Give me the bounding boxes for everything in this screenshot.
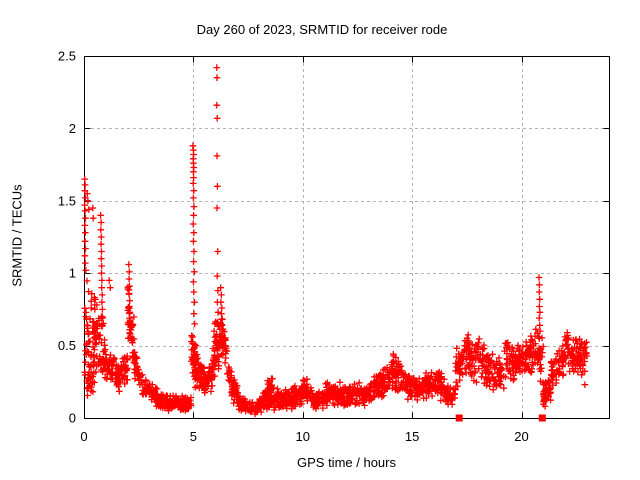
x-tick-label: 15 [405,429,419,444]
y-tick-label: 1 [69,266,76,281]
x-tick-label: 10 [296,429,310,444]
tick-labels: 0 5 10 15 20 0 0.5 1 1.5 2 2.5 [58,49,529,445]
y-tick-label: 2 [69,121,76,136]
y-tick-label: 0.5 [58,338,76,353]
scatter-plus-markers [81,64,591,418]
x-tick-label: 20 [514,429,528,444]
zero-square-markers [455,414,546,422]
x-axis-label: GPS time / hours [297,455,396,470]
y-tick-label: 1.5 [58,193,76,208]
y-tick-label: 0 [69,411,76,426]
x-tick-label: 0 [80,429,87,444]
y-tick-label: 2.5 [58,49,76,64]
x-tick-label: 5 [190,429,197,444]
chart-title: Day 260 of 2023, SRMTID for receiver rod… [196,22,448,37]
